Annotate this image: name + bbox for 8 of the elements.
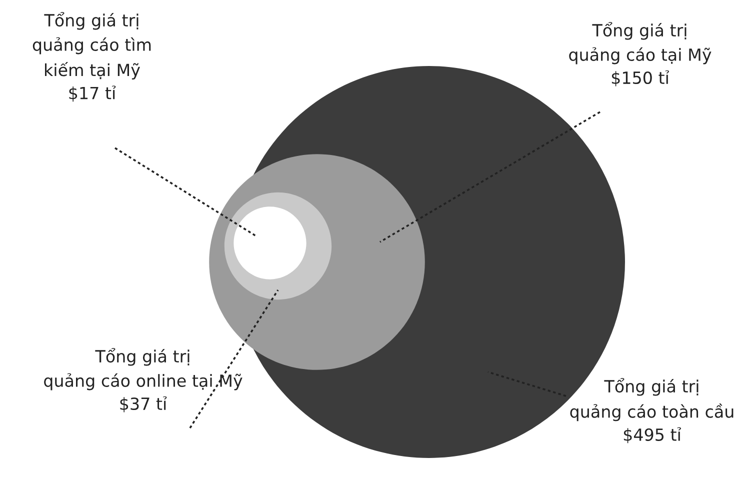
- data-label: $495 tỉ: [624, 427, 682, 444]
- data-label: $150 tỉ: [612, 70, 670, 86]
- category-label: Tổng giá trị quảng cáo online tại Mỹ: [44, 348, 242, 390]
- category-label: Tổng giá trị quảng cáo tại Mỹ: [569, 22, 712, 64]
- category-label: Tổng giá trị quảng cáo toàn cầu: [570, 378, 734, 422]
- data-label: $37 tỉ: [120, 396, 167, 412]
- data-label: $17 tỉ: [69, 86, 116, 102]
- category-label: Tổng giá trị quảng cáo tìm kiếm tại Mỹ: [32, 12, 151, 80]
